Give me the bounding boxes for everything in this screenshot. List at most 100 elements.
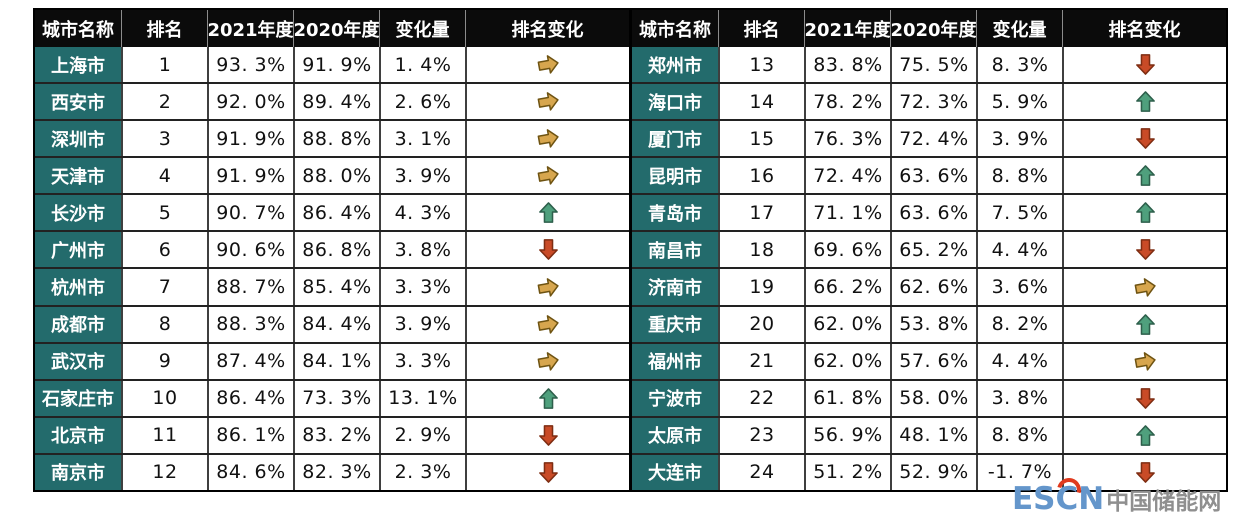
table-row: 武汉市 9 87. 4% 84. 1% 3. 3% [35, 341, 629, 379]
city-name-cell: 深圳市 [35, 121, 121, 157]
city-name-cell: 海口市 [632, 84, 718, 120]
rank-cell: 17 [718, 195, 804, 231]
city-name-cell: 福州市 [632, 343, 718, 379]
city-name-cell: 济南市 [632, 269, 718, 305]
value-2021-cell: 66. 2% [804, 269, 890, 305]
city-name-cell: 昆明市 [632, 158, 718, 194]
watermark: ESCN 中国储能网 [1012, 473, 1222, 517]
rank-cell: 6 [121, 232, 207, 268]
value-2021-cell: 86. 1% [207, 417, 293, 453]
table-row: 青岛市 17 71. 1% 63. 6% 7. 5% [632, 193, 1226, 231]
rank-cell: 21 [718, 343, 804, 379]
value-2021-cell: 86. 4% [207, 380, 293, 416]
city-name-cell: 南昌市 [632, 232, 718, 268]
change-cell: 2. 6% [379, 84, 465, 120]
change-cell: 4. 3% [379, 195, 465, 231]
change-cell: 4. 4% [976, 232, 1062, 268]
city-name-cell: 青岛市 [632, 195, 718, 231]
value-2021-cell: 91. 9% [207, 121, 293, 157]
value-2020-cell: 88. 0% [293, 158, 379, 194]
change-cell: 8. 3% [976, 47, 1062, 83]
city-name-cell: 南京市 [35, 454, 121, 490]
city-name-cell: 石家庄市 [35, 380, 121, 416]
rank-cell: 3 [121, 121, 207, 157]
change-cell: 8. 2% [976, 306, 1062, 342]
up-arrow-icon [1062, 306, 1226, 342]
change-cell: 4. 4% [976, 343, 1062, 379]
ranking-table-right: 城市名称 排名 2021年度 2020年度 变化量 排名变化 郑州市 13 83. … [630, 8, 1228, 492]
city-ranking-tables: 城市名称 排名 2021年度 2020年度 变化量 排名变化 上海市 1 93. 3… [33, 8, 1228, 492]
city-name-cell: 上海市 [35, 47, 121, 83]
city-name-cell: 杭州市 [35, 269, 121, 305]
value-2020-cell: 89. 4% [293, 84, 379, 120]
column-header-rank-change: 排名变化 [465, 10, 629, 47]
down-arrow-icon [1062, 380, 1226, 416]
down-arrow-icon [1062, 232, 1226, 268]
change-cell: 5. 9% [976, 84, 1062, 120]
value-2021-cell: 61. 8% [804, 380, 890, 416]
column-header-2021: 2021年度 [207, 10, 294, 47]
value-2020-cell: 57. 6% [890, 343, 976, 379]
change-cell: 3. 9% [379, 158, 465, 194]
up-arrow-icon [1062, 158, 1226, 194]
column-header-change: 变化量 [976, 10, 1062, 47]
right-arrow-icon [465, 84, 629, 120]
change-cell: 3. 8% [976, 380, 1062, 416]
change-cell: 3. 1% [379, 121, 465, 157]
table-row: 福州市 21 62. 0% 57. 6% 4. 4% [632, 341, 1226, 379]
right-arrow-icon [465, 306, 629, 342]
table-row: 北京市 11 86. 1% 83. 2% 2. 9% [35, 415, 629, 453]
value-2021-cell: 56. 9% [804, 417, 890, 453]
value-2020-cell: 72. 4% [890, 121, 976, 157]
value-2020-cell: 91. 9% [293, 47, 379, 83]
down-arrow-icon [1062, 121, 1226, 157]
city-name-cell: 重庆市 [632, 306, 718, 342]
up-arrow-icon [465, 195, 629, 231]
down-arrow-icon [1062, 47, 1226, 83]
right-arrow-icon [1062, 343, 1226, 379]
rank-cell: 20 [718, 306, 804, 342]
value-2021-cell: 93. 3% [207, 47, 293, 83]
value-2020-cell: 85. 4% [293, 269, 379, 305]
right-arrow-icon [465, 158, 629, 194]
column-header-rank: 排名 [121, 10, 207, 47]
value-2020-cell: 62. 6% [890, 269, 976, 305]
column-header-change: 变化量 [379, 10, 465, 47]
value-2020-cell: 83. 2% [293, 417, 379, 453]
value-2021-cell: 84. 6% [207, 454, 293, 490]
city-name-cell: 北京市 [35, 417, 121, 453]
header-row: 城市名称 排名 2021年度 2020年度 变化量 排名变化 [35, 10, 629, 47]
value-2021-cell: 69. 6% [804, 232, 890, 268]
up-arrow-icon [1062, 417, 1226, 453]
value-2020-cell: 75. 5% [890, 47, 976, 83]
column-header-city: 城市名称 [42, 19, 114, 41]
change-cell: 3. 6% [976, 269, 1062, 305]
up-arrow-icon [1062, 84, 1226, 120]
rank-cell: 19 [718, 269, 804, 305]
change-cell: 2. 9% [379, 417, 465, 453]
value-2020-cell: 84. 1% [293, 343, 379, 379]
column-header-2020: 2020年度 [890, 10, 977, 47]
rank-cell: 9 [121, 343, 207, 379]
watermark-site-name: 中国储能网 [1106, 489, 1222, 515]
city-name-cell: 大连市 [632, 454, 718, 490]
table-row: 郑州市 13 83. 8% 75. 5% 8. 3% [632, 47, 1226, 83]
rank-cell: 11 [121, 417, 207, 453]
city-name-cell: 厦门市 [632, 121, 718, 157]
city-name-cell: 宁波市 [632, 380, 718, 416]
right-arrow-icon [1062, 269, 1226, 305]
rank-cell: 1 [121, 47, 207, 83]
value-2020-cell: 53. 8% [890, 306, 976, 342]
city-name-cell: 长沙市 [35, 195, 121, 231]
change-cell: 8. 8% [976, 158, 1062, 194]
escn-logo-text: ESCN [1012, 481, 1105, 517]
right-arrow-icon [465, 269, 629, 305]
value-2021-cell: 72. 4% [804, 158, 890, 194]
down-arrow-icon [1062, 454, 1226, 490]
table-row: 太原市 23 56. 9% 48. 1% 8. 8% [632, 415, 1226, 453]
value-2020-cell: 63. 6% [890, 195, 976, 231]
table-row: 济南市 19 66. 2% 62. 6% 3. 6% [632, 267, 1226, 305]
value-2021-cell: 62. 0% [804, 343, 890, 379]
change-cell: 13. 1% [379, 380, 465, 416]
value-2020-cell: 65. 2% [890, 232, 976, 268]
